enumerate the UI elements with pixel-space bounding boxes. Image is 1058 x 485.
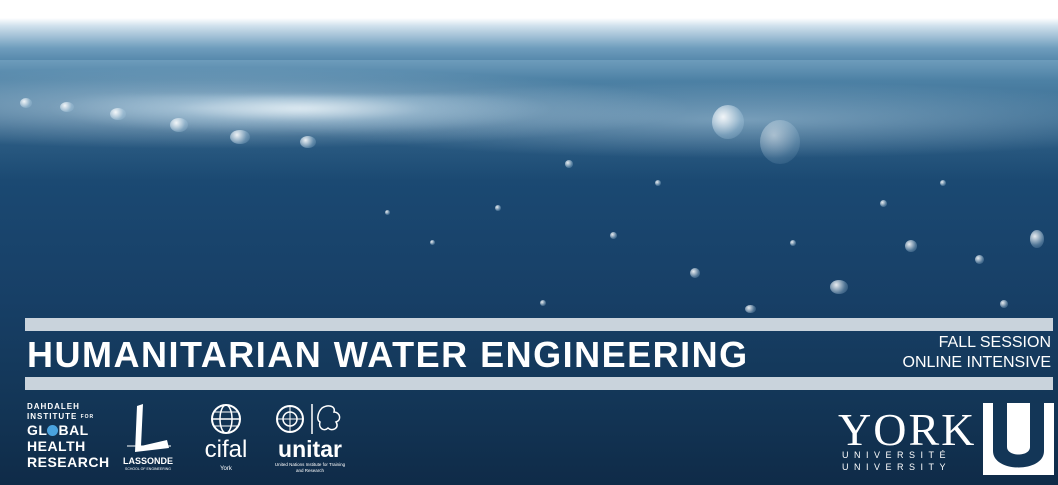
dahdaleh-line2-wrap: INSTITUTE FOR [27,412,110,422]
dahdaleh-global-prefix: GL [27,422,48,438]
york-university: UNIVERSITY [842,462,952,472]
york-u-box [983,403,1054,475]
dahdaleh-health: HEALTH [27,438,86,454]
lassonde-name: LASSONDE [122,456,173,466]
top-divider-bar [25,318,1053,331]
unitar-name: unitar [278,436,342,462]
york-university-logo: YORK UNIVERSITÉ UNIVERSITY [838,403,1054,475]
lassonde-logo: LASSONDE SCHOOL OF ENGINEERING [117,402,179,474]
session-line-1: FALL SESSION [938,334,1051,351]
water-foam [0,95,600,140]
york-name: YORK [838,404,977,455]
dahdaleh-global-suffix: BAL [58,422,89,438]
session-line-2: ONLINE INTENSIVE [902,354,1051,371]
unitar-sub: United Nations Institute for Training an… [274,462,346,473]
dahdaleh-for: FOR [80,414,95,420]
cifal-logo: cifal York [195,402,257,474]
globe-icon [47,425,59,436]
unitar-logo: unitar United Nations Institute for Trai… [270,402,350,477]
cifal-globe-icon [211,404,241,434]
cifal-city: York [220,466,232,472]
dahdaleh-global: GL BAL [27,422,110,438]
dahdaleh-line1: DAHDALEH [27,402,80,411]
cifal-name: cifal [204,436,248,463]
york-u-mark-icon [993,403,1044,468]
york-universite: UNIVERSITÉ [842,450,952,460]
session-info: FALL SESSION ONLINE INTENSIVE [903,333,1051,373]
lassonde-mark-icon [127,404,171,452]
dahdaleh-research: RESEARCH [27,454,110,470]
lassonde-sub: SCHOOL OF ENGINEERING [125,467,171,471]
bottom-divider-bar [25,377,1053,390]
dahdaleh-logo: DAHDALEH INSTITUTE FOR GL BAL HEALTH RESE… [27,402,110,470]
dahdaleh-line2: INSTITUTE [27,412,78,421]
un-emblem-icon [276,404,341,434]
banner-title: HUMANITARIAN WATER ENGINEERING [27,334,749,375]
